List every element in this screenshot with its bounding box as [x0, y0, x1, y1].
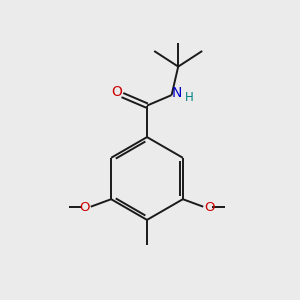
Text: O: O: [204, 201, 214, 214]
Text: O: O: [112, 85, 122, 98]
Text: N: N: [171, 86, 182, 100]
Text: O: O: [80, 201, 90, 214]
Text: H: H: [184, 91, 194, 104]
